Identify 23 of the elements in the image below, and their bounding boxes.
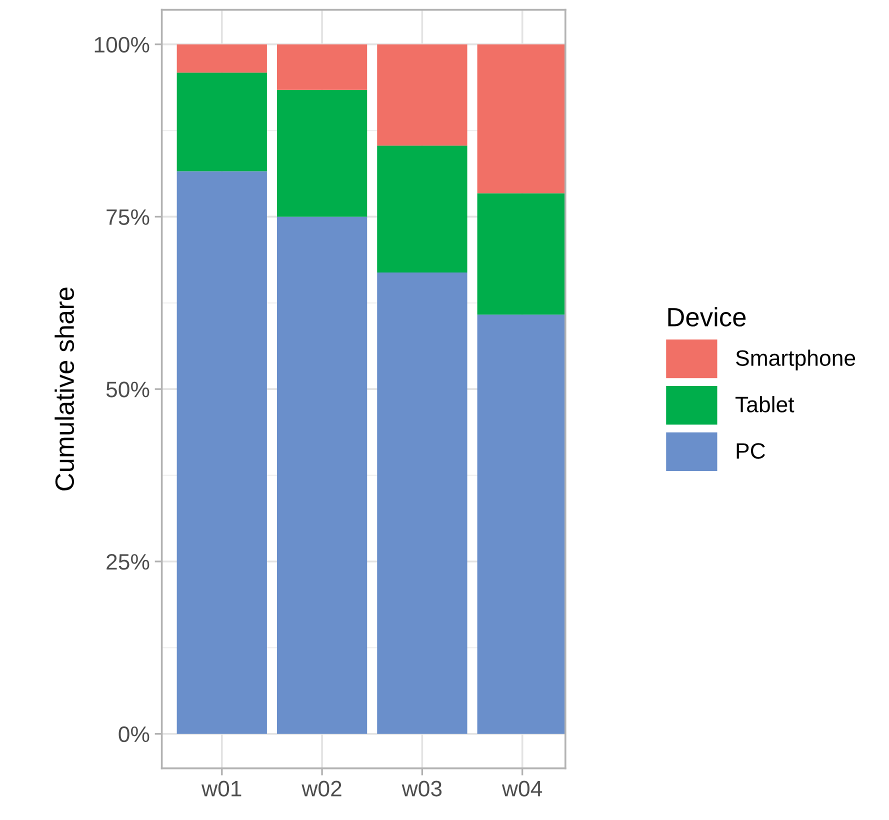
y-tick-label: 50% xyxy=(106,382,150,398)
legend-title: Device xyxy=(668,307,746,327)
bar xyxy=(377,44,468,146)
bar xyxy=(377,146,468,273)
y-tick-label: 100% xyxy=(94,36,150,53)
legend-label: PC xyxy=(736,443,766,459)
bar xyxy=(276,44,368,90)
bar xyxy=(377,272,468,734)
x-tick-label: w02 xyxy=(302,780,342,796)
x-tick-label: w04 xyxy=(502,780,542,796)
bar xyxy=(176,72,267,172)
x-tick-label: w01 xyxy=(201,780,242,796)
bar xyxy=(176,44,267,73)
x-tick-label: w03 xyxy=(402,780,442,796)
y-tick-label: 0% xyxy=(118,726,150,742)
bar xyxy=(276,216,368,734)
bar xyxy=(276,90,368,217)
y-tick-label: 25% xyxy=(106,554,150,570)
bar xyxy=(176,171,267,734)
legend-label: Smartphone xyxy=(736,350,856,370)
y-axis-title: Cumulative share xyxy=(54,288,74,490)
legend-label: Tablet xyxy=(736,396,794,412)
y-tick-label: 75% xyxy=(106,209,150,225)
